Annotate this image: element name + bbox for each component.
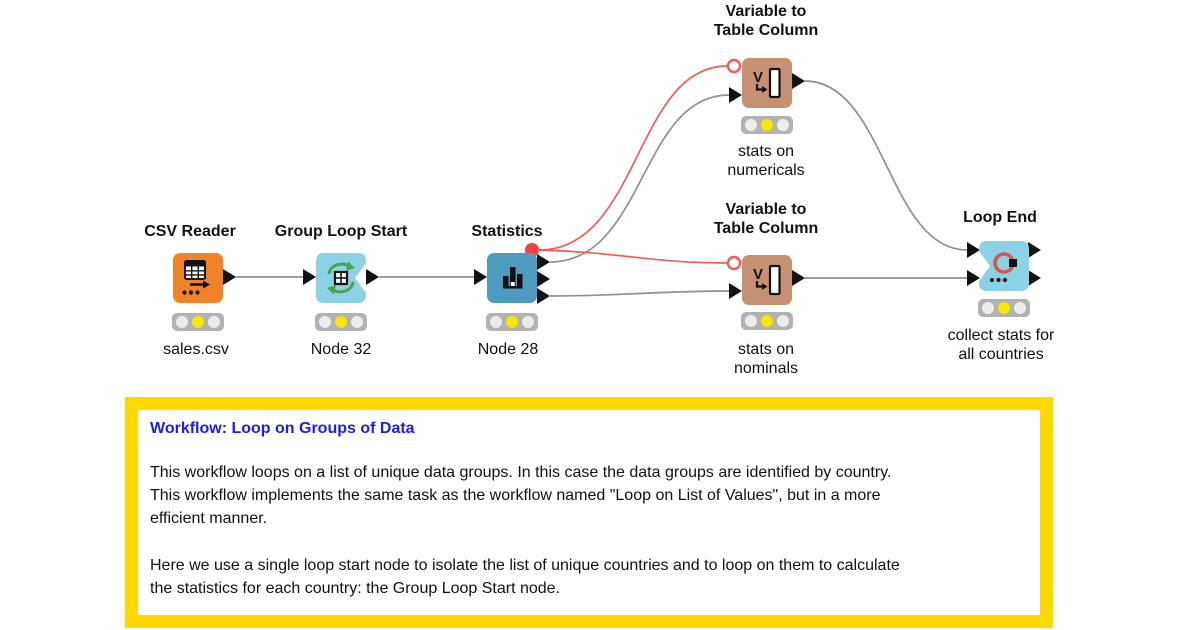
flowvar-input-port[interactable] xyxy=(726,255,742,271)
node-csv-reader[interactable] xyxy=(173,253,223,303)
status-red-bulb xyxy=(176,316,188,328)
node-label-collect-stats[interactable]: collect stats for all countries xyxy=(947,327,1055,363)
status-red-bulb xyxy=(982,302,994,314)
annotation-paragraph: Here we use a single loop start node to … xyxy=(150,557,900,597)
status-red-bulb xyxy=(319,316,331,328)
table-export-icon xyxy=(173,253,223,303)
input-port[interactable] xyxy=(967,242,980,258)
svg-text:V: V xyxy=(753,266,763,283)
node-status-traffic-light xyxy=(978,299,1030,317)
input-port[interactable] xyxy=(729,87,742,103)
node-title-statistics: Statistics xyxy=(471,223,543,240)
output-port[interactable] xyxy=(537,271,550,287)
input-port[interactable] xyxy=(729,283,742,299)
flowvar-connection-statistics-to-vttc-top[interactable] xyxy=(538,65,728,251)
node-title-variable-to-table-column-top: Variable to Table Column xyxy=(713,3,819,39)
node-label-statistics[interactable]: Node 28 xyxy=(477,341,539,358)
output-port[interactable] xyxy=(223,269,236,285)
node-variable-to-table-column-bottom[interactable]: V xyxy=(742,255,792,305)
status-yellow-bulb xyxy=(761,119,773,131)
node-title-group-loop-start: Group Loop Start xyxy=(274,223,408,240)
status-green-bulb xyxy=(522,316,534,328)
node-title-variable-to-table-column-bottom: Variable to Table Column xyxy=(713,201,819,237)
node-label-csv-reader[interactable]: sales.csv xyxy=(163,341,229,358)
node-status-traffic-light xyxy=(486,313,538,331)
node-label-stats-on-numericals[interactable]: stats on numericals xyxy=(727,143,805,179)
connection-vttc-top-to-loopend[interactable] xyxy=(804,80,968,251)
status-yellow-bulb xyxy=(761,315,773,327)
output-port[interactable] xyxy=(792,73,805,89)
node-label-group-loop-start[interactable]: Node 32 xyxy=(310,341,372,358)
status-red-bulb xyxy=(745,315,757,327)
variable-to-column-icon: V xyxy=(742,58,792,108)
node-status-traffic-light xyxy=(741,116,793,134)
status-green-bulb xyxy=(1014,302,1026,314)
node-title-loop-end: Loop End xyxy=(963,209,1037,226)
status-yellow-bulb xyxy=(506,316,518,328)
node-status-traffic-light xyxy=(172,313,224,331)
annotation-paragraph: This workflow loops on a list of unique … xyxy=(150,464,892,527)
node-label-stats-on-nominals[interactable]: stats on nominals xyxy=(733,341,799,377)
flowvar-input-port[interactable] xyxy=(726,58,742,74)
annotation-title: Workflow: Loop on Groups of Data xyxy=(150,420,415,437)
loop-collect-icon xyxy=(979,241,1029,291)
input-port[interactable] xyxy=(967,270,980,286)
node-statistics[interactable] xyxy=(487,253,537,303)
status-red-bulb xyxy=(490,316,502,328)
status-green-bulb xyxy=(208,316,220,328)
status-yellow-bulb xyxy=(335,316,347,328)
status-yellow-bulb xyxy=(192,316,204,328)
flowvar-connection-statistics-to-vttc-bottom[interactable] xyxy=(538,249,728,264)
histogram-icon xyxy=(487,253,537,303)
output-port[interactable] xyxy=(1028,242,1041,258)
status-yellow-bulb xyxy=(998,302,1010,314)
node-group-loop-start[interactable] xyxy=(316,253,366,303)
input-port[interactable] xyxy=(474,269,487,285)
node-title-csv-reader: CSV Reader xyxy=(144,223,236,240)
node-loop-end[interactable] xyxy=(979,241,1029,291)
status-green-bulb xyxy=(777,315,789,327)
workflow-annotation[interactable]: Workflow: Loop on Groups of Data This wo… xyxy=(125,397,1053,628)
input-port[interactable] xyxy=(303,269,316,285)
status-red-bulb xyxy=(745,119,757,131)
variable-to-column-icon: V xyxy=(742,255,792,305)
connection-statistics-to-vttc-top[interactable] xyxy=(549,94,730,263)
node-status-traffic-light xyxy=(315,313,367,331)
status-green-bulb xyxy=(777,119,789,131)
output-port[interactable] xyxy=(366,269,379,285)
table-loop-icon xyxy=(316,253,366,303)
node-variable-to-table-column-top[interactable]: V xyxy=(742,58,792,108)
status-green-bulb xyxy=(351,316,363,328)
connection-statistics-to-vttc-bottom[interactable] xyxy=(549,290,730,297)
output-port[interactable] xyxy=(537,288,550,304)
output-port[interactable] xyxy=(792,270,805,286)
output-port[interactable] xyxy=(537,254,550,270)
node-status-traffic-light xyxy=(741,312,793,330)
output-port[interactable] xyxy=(1028,270,1041,286)
svg-text:V: V xyxy=(753,69,763,86)
